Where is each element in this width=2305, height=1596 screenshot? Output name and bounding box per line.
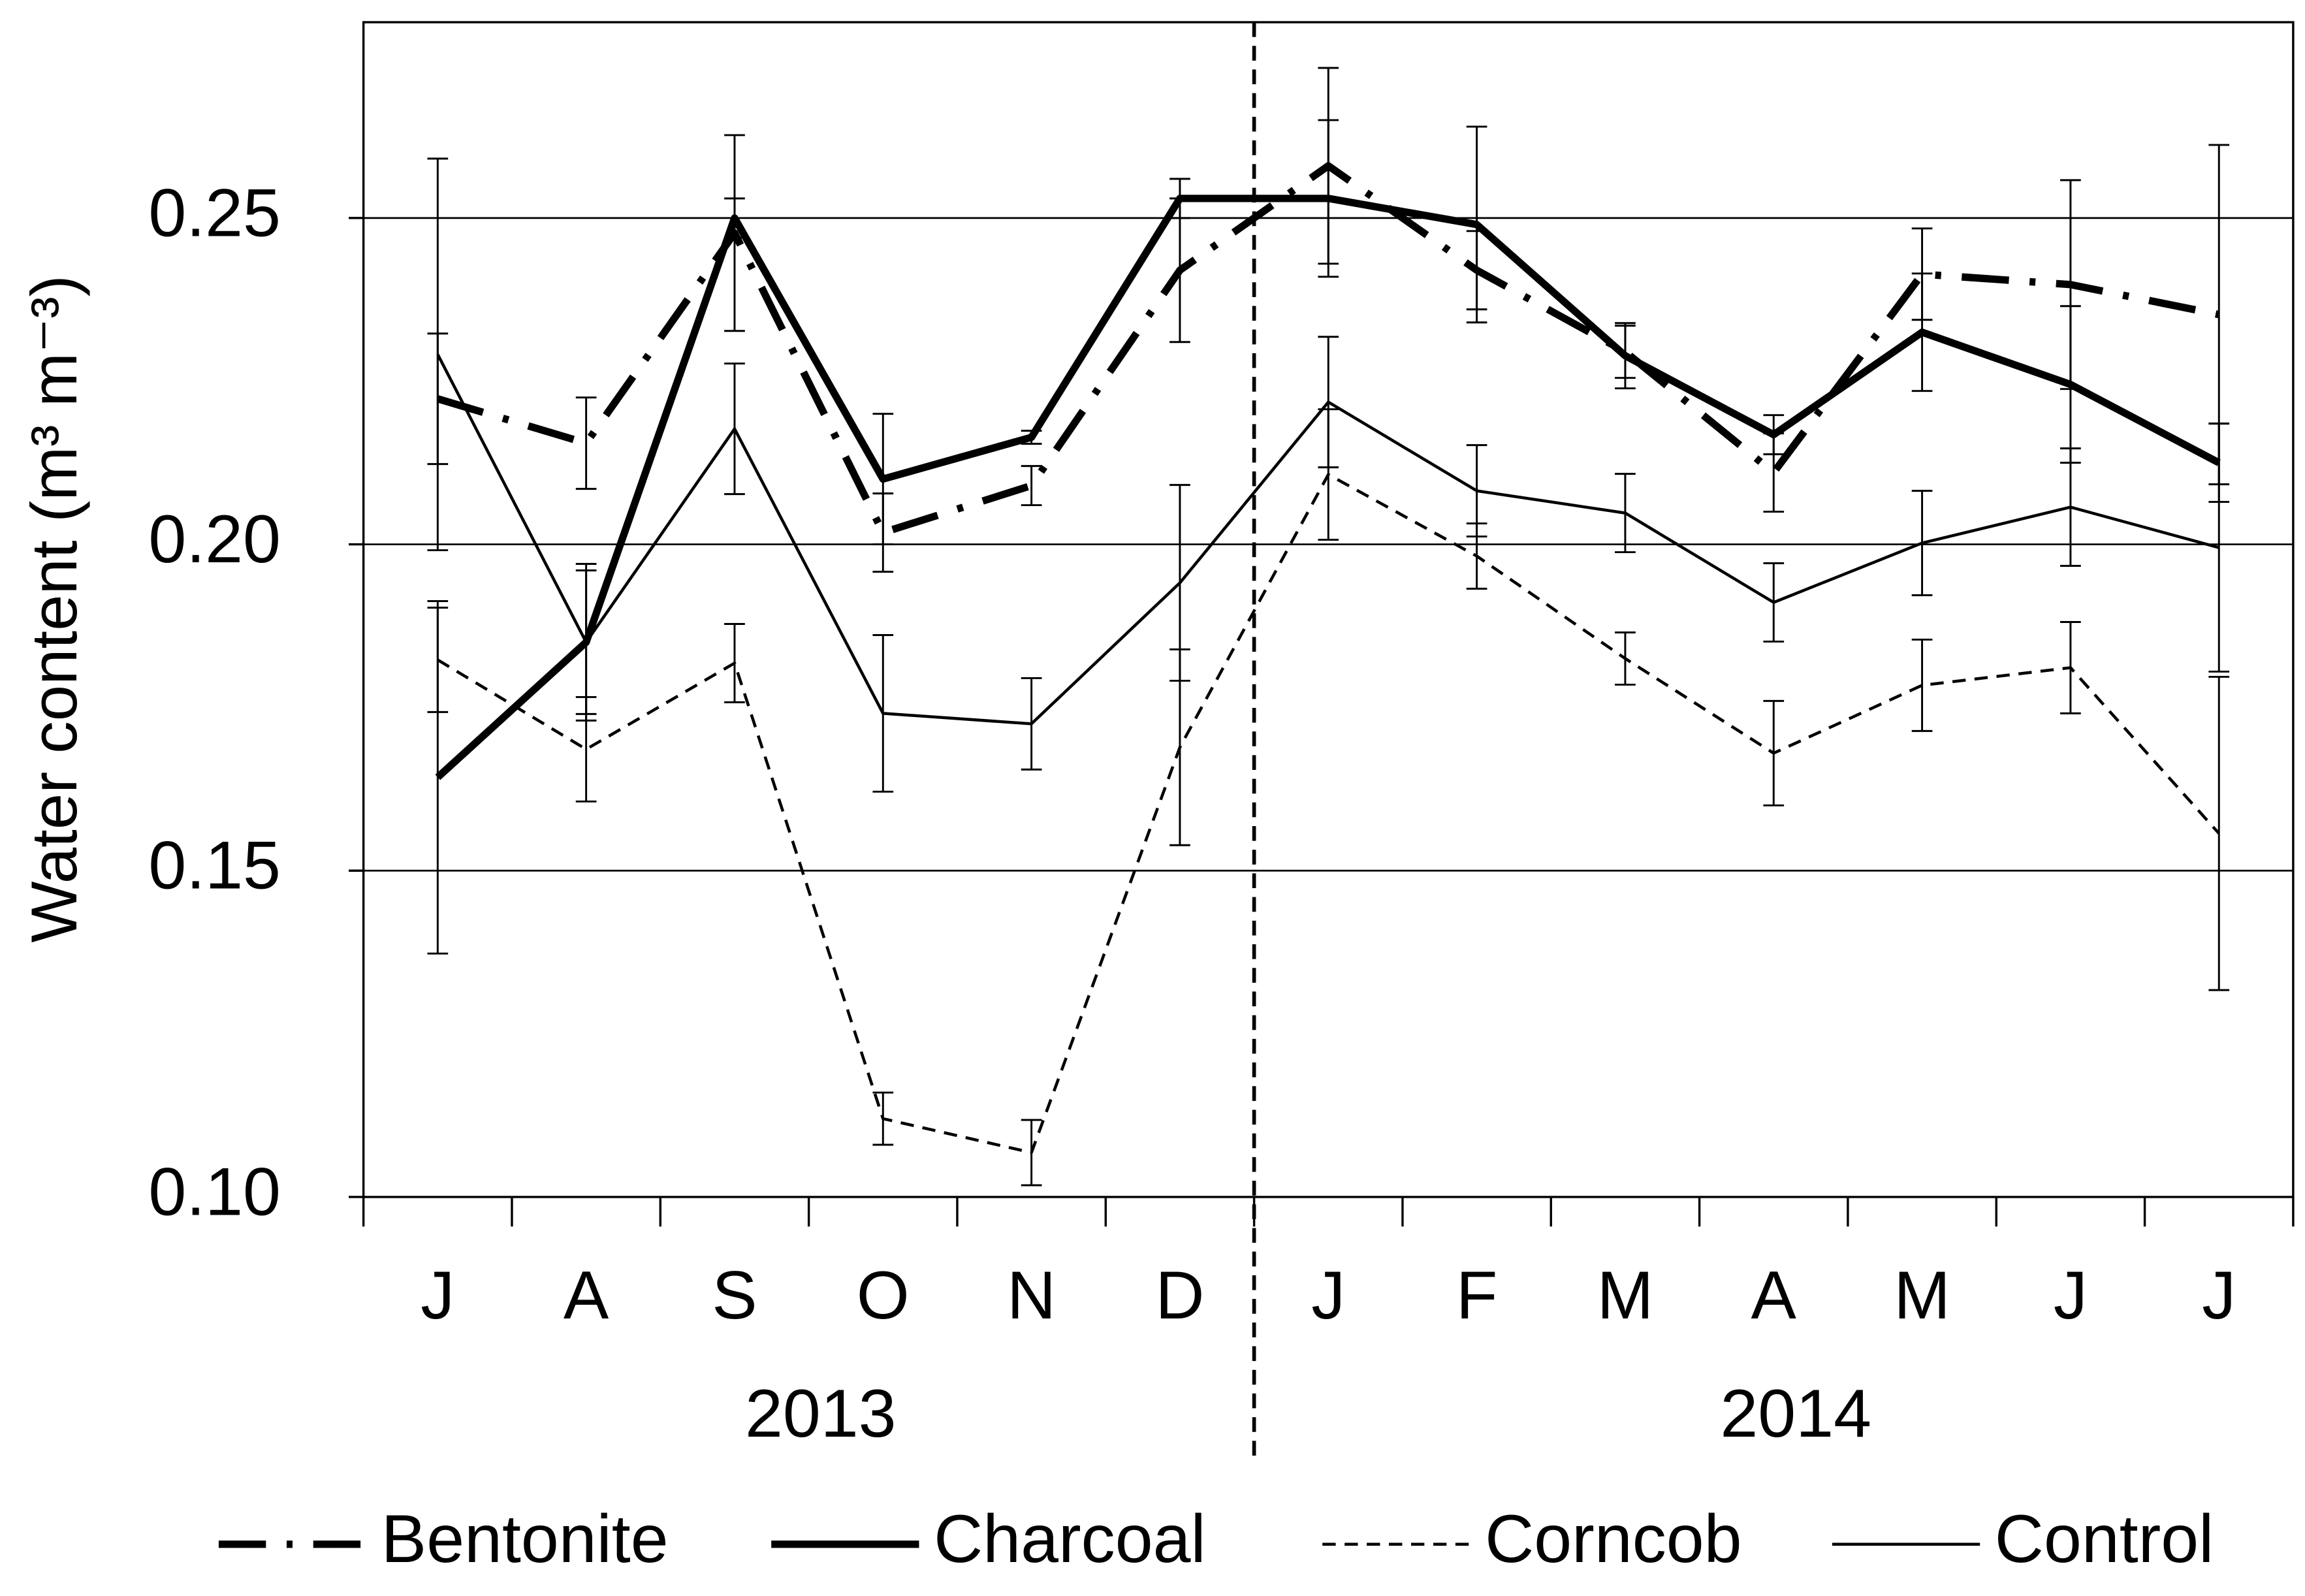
y-tick-label: 0.10 <box>148 1154 281 1230</box>
x-tick-label: N <box>1007 1258 1056 1333</box>
x-tick-label: M <box>1597 1258 1654 1333</box>
x-tick-label: A <box>564 1258 609 1333</box>
series-line <box>436 353 2219 726</box>
error-bar <box>2208 675 2230 991</box>
year-label: 2013 <box>745 1376 897 1452</box>
error-bar <box>1911 638 1933 732</box>
x-tick-label: D <box>1155 1258 1204 1333</box>
series-line <box>435 195 2221 780</box>
x-tick-label: J <box>2054 1258 2088 1333</box>
x-tick-label: J <box>421 1258 454 1333</box>
legend-label: Control <box>1995 1501 2214 1577</box>
series-line <box>437 473 2220 1155</box>
legend-label: Charcoal <box>934 1501 1206 1577</box>
x-tick-label: J <box>2202 1258 2236 1333</box>
y-tick-label: 0.15 <box>148 828 281 904</box>
x-tick-label: M <box>1894 1258 1950 1333</box>
y-tick-label: 0.20 <box>148 502 281 577</box>
x-tick-label: A <box>1751 1258 1797 1333</box>
legend-label: Corncob <box>1485 1501 1741 1577</box>
x-tick-label: O <box>857 1258 910 1333</box>
year-label: 2014 <box>1720 1376 1871 1452</box>
x-tick-label: J <box>1311 1258 1345 1333</box>
x-tick-label: F <box>1456 1258 1498 1333</box>
y-tick-label: 0.25 <box>148 175 281 251</box>
error-bar <box>1021 465 1042 507</box>
error-bar <box>2208 423 2230 673</box>
y-axis-label: Water content (m³ m⁻³) <box>18 275 91 942</box>
legend-label: Bentonite <box>381 1501 669 1577</box>
error-bar <box>575 396 597 490</box>
error-bar <box>427 157 449 552</box>
x-tick-label: S <box>712 1258 757 1333</box>
